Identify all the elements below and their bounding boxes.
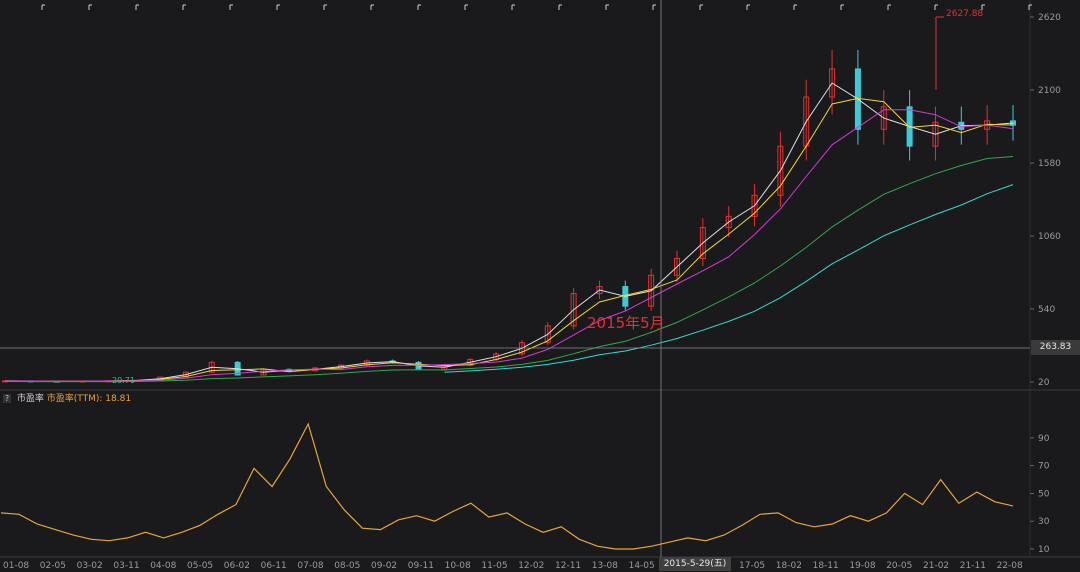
current-price-box: 263.83: [1031, 340, 1080, 355]
event-flag-icon: [370, 4, 374, 10]
event-flag-icon: [182, 4, 186, 10]
event-flag-icon: [511, 4, 515, 10]
x-tick-label: 05-05: [187, 561, 213, 571]
x-tick-label: 12-11: [555, 561, 581, 571]
x-tick-label: 09-02: [371, 561, 397, 571]
pe-y-tick-label: 50: [1038, 489, 1050, 499]
y-tick-label: 2100: [1038, 86, 1061, 96]
x-tick-label: 13-08: [592, 561, 618, 571]
indicator-series-label: 市盈率(TTM): 18.81: [46, 394, 132, 404]
pe-y-tick-label: 90: [1038, 434, 1050, 444]
event-flag-icon: [229, 4, 233, 10]
candle-body: [544, 325, 551, 344]
event-flag-icon: [793, 4, 797, 10]
indicator-title-bar: ? 市盈率 市盈率(TTM): 18.81: [3, 391, 131, 404]
event-flag-icon: [746, 4, 750, 10]
x-tick-label: 10-08: [445, 561, 471, 571]
crosshair-date-box: 2015-5-29(五): [659, 557, 731, 571]
candle-body: [596, 286, 603, 295]
x-tick-label: 09-11: [408, 561, 434, 571]
event-flag-icon: [934, 4, 938, 10]
moving-average-line: [4, 97, 1014, 382]
y-tick-label: 20: [1038, 378, 1050, 388]
x-tick-label: 04-08: [150, 561, 176, 571]
candle-body: [699, 227, 706, 259]
candle-body: [829, 68, 836, 98]
x-tick-label: 14-05: [629, 561, 655, 571]
event-flag-icon: [323, 4, 327, 10]
event-flag-icon: [699, 4, 703, 10]
y-tick-label: 1580: [1038, 159, 1061, 169]
x-tick-label: 06-02: [224, 561, 250, 571]
event-flag-icon: [840, 4, 844, 10]
moving-average-line: [4, 82, 1014, 382]
candle-body: [932, 121, 939, 147]
pe-y-tick-label: 30: [1038, 517, 1050, 527]
event-flag-icon: [135, 4, 139, 10]
x-tick-label: 01-08: [3, 561, 29, 571]
x-tick-label: 17-05: [739, 561, 765, 571]
moving-average-line: [4, 109, 1014, 382]
x-tick-label: 07-08: [297, 561, 323, 571]
candle-body: [648, 274, 655, 307]
candle-body: [751, 194, 758, 217]
x-tick-label: 20-05: [886, 561, 912, 571]
event-flag-icon: [981, 4, 985, 10]
x-tick-label: 18-11: [813, 561, 839, 571]
help-icon[interactable]: ?: [3, 394, 11, 403]
annotation-text: 2015年5月: [587, 314, 665, 332]
event-flag-icon: [41, 4, 45, 10]
pe-y-tick-label: 10: [1038, 545, 1050, 555]
x-tick-label: 18-02: [776, 561, 802, 571]
x-tick-label: 12-02: [518, 561, 544, 571]
event-flag-icon: [464, 4, 468, 10]
y-tick-label: 540: [1038, 305, 1055, 315]
event-flag-icon: [558, 4, 562, 10]
moving-average-line: [444, 184, 1014, 373]
candle-body: [777, 145, 784, 196]
x-tick-label: 11-05: [481, 561, 507, 571]
event-flag-icon: [88, 4, 92, 10]
event-flag-icon: [417, 4, 421, 10]
x-tick-label: 03-11: [113, 561, 139, 571]
moving-average-line: [4, 156, 1014, 383]
x-tick-label: 02-05: [40, 561, 66, 571]
x-tick-label: 06-11: [261, 561, 287, 571]
x-tick-label: 08-05: [334, 561, 360, 571]
y-tick-label: 2620: [1038, 13, 1061, 23]
indicator-name[interactable]: 市盈率: [16, 394, 44, 404]
event-flag-icon: [605, 4, 609, 10]
candle-body: [725, 215, 732, 229]
x-tick-label: 21-02: [923, 561, 949, 571]
event-flag-icon: [652, 4, 656, 10]
pe-y-tick-label: 70: [1038, 462, 1050, 472]
x-tick-label: 19-08: [849, 561, 875, 571]
y-tick-label: 1060: [1038, 232, 1061, 242]
x-tick-label: 03-02: [77, 561, 103, 571]
low-price-label: 20.71: [112, 376, 135, 385]
pe-ratio-line: [0, 422, 1014, 550]
x-tick-label: 21-11: [960, 561, 986, 571]
candle-body: [570, 293, 577, 327]
candle-body: [674, 257, 680, 276]
peak-price-label: 2627.88: [946, 9, 984, 19]
event-flag-icon: [1028, 4, 1032, 10]
candle-body: [880, 106, 887, 130]
event-flag-icon: [887, 4, 891, 10]
event-flag-icon: [276, 4, 280, 10]
x-tick-label: 22-08: [997, 561, 1023, 571]
